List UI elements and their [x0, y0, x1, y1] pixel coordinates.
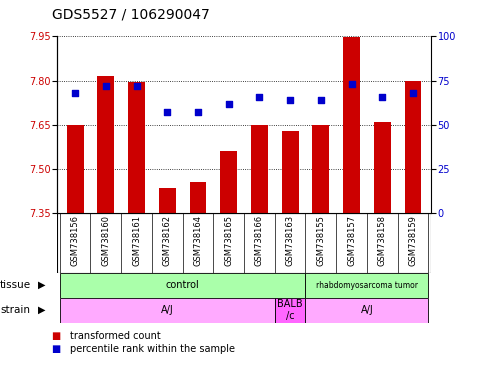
- Text: A/J: A/J: [161, 305, 174, 315]
- Bar: [306, 298, 428, 323]
- Point: [286, 97, 294, 103]
- Bar: [67, 126, 84, 213]
- Bar: [159, 188, 176, 213]
- Bar: [98, 76, 114, 213]
- Text: transformed count: transformed count: [70, 331, 161, 341]
- Bar: [313, 126, 329, 213]
- Bar: [282, 131, 299, 213]
- Text: GSM738160: GSM738160: [102, 215, 110, 266]
- Text: tissue: tissue: [0, 280, 31, 290]
- Text: ■: ■: [52, 344, 64, 354]
- Text: GSM738158: GSM738158: [378, 215, 387, 266]
- Point: [133, 83, 141, 89]
- Text: GSM738157: GSM738157: [347, 215, 356, 266]
- Point: [409, 90, 417, 96]
- Text: GSM738163: GSM738163: [285, 215, 295, 266]
- Point: [71, 90, 79, 96]
- Text: A/J: A/J: [360, 305, 373, 315]
- Text: GSM738164: GSM738164: [193, 215, 203, 266]
- Point: [102, 83, 110, 89]
- Text: control: control: [166, 280, 200, 290]
- Text: BALB
/c: BALB /c: [277, 299, 303, 321]
- Bar: [404, 81, 422, 213]
- Bar: [374, 122, 390, 213]
- Point: [194, 109, 202, 116]
- Text: GSM738165: GSM738165: [224, 215, 233, 266]
- Point: [378, 93, 386, 99]
- Bar: [60, 298, 275, 323]
- Bar: [251, 125, 268, 213]
- Bar: [189, 182, 207, 213]
- Text: strain: strain: [0, 305, 30, 315]
- Text: ▶: ▶: [38, 305, 46, 315]
- Point: [163, 109, 171, 116]
- Point: [317, 97, 325, 103]
- Text: GSM738155: GSM738155: [317, 215, 325, 266]
- Text: GSM738166: GSM738166: [255, 215, 264, 266]
- Text: ■: ■: [52, 331, 64, 341]
- Bar: [128, 81, 145, 213]
- Point: [348, 81, 355, 87]
- Bar: [275, 298, 306, 323]
- Bar: [220, 151, 237, 213]
- Text: GSM738156: GSM738156: [70, 215, 80, 266]
- Bar: [60, 273, 306, 298]
- Point: [255, 93, 263, 99]
- Text: ▶: ▶: [38, 280, 46, 290]
- Text: GDS5527 / 106290047: GDS5527 / 106290047: [52, 7, 210, 21]
- Text: GSM738159: GSM738159: [408, 215, 418, 266]
- Bar: [343, 37, 360, 213]
- Text: GSM738162: GSM738162: [163, 215, 172, 266]
- Text: percentile rank within the sample: percentile rank within the sample: [70, 344, 236, 354]
- Point: [225, 101, 233, 107]
- Text: GSM738161: GSM738161: [132, 215, 141, 266]
- Text: rhabdomyosarcoma tumor: rhabdomyosarcoma tumor: [316, 281, 418, 290]
- Bar: [306, 273, 428, 298]
